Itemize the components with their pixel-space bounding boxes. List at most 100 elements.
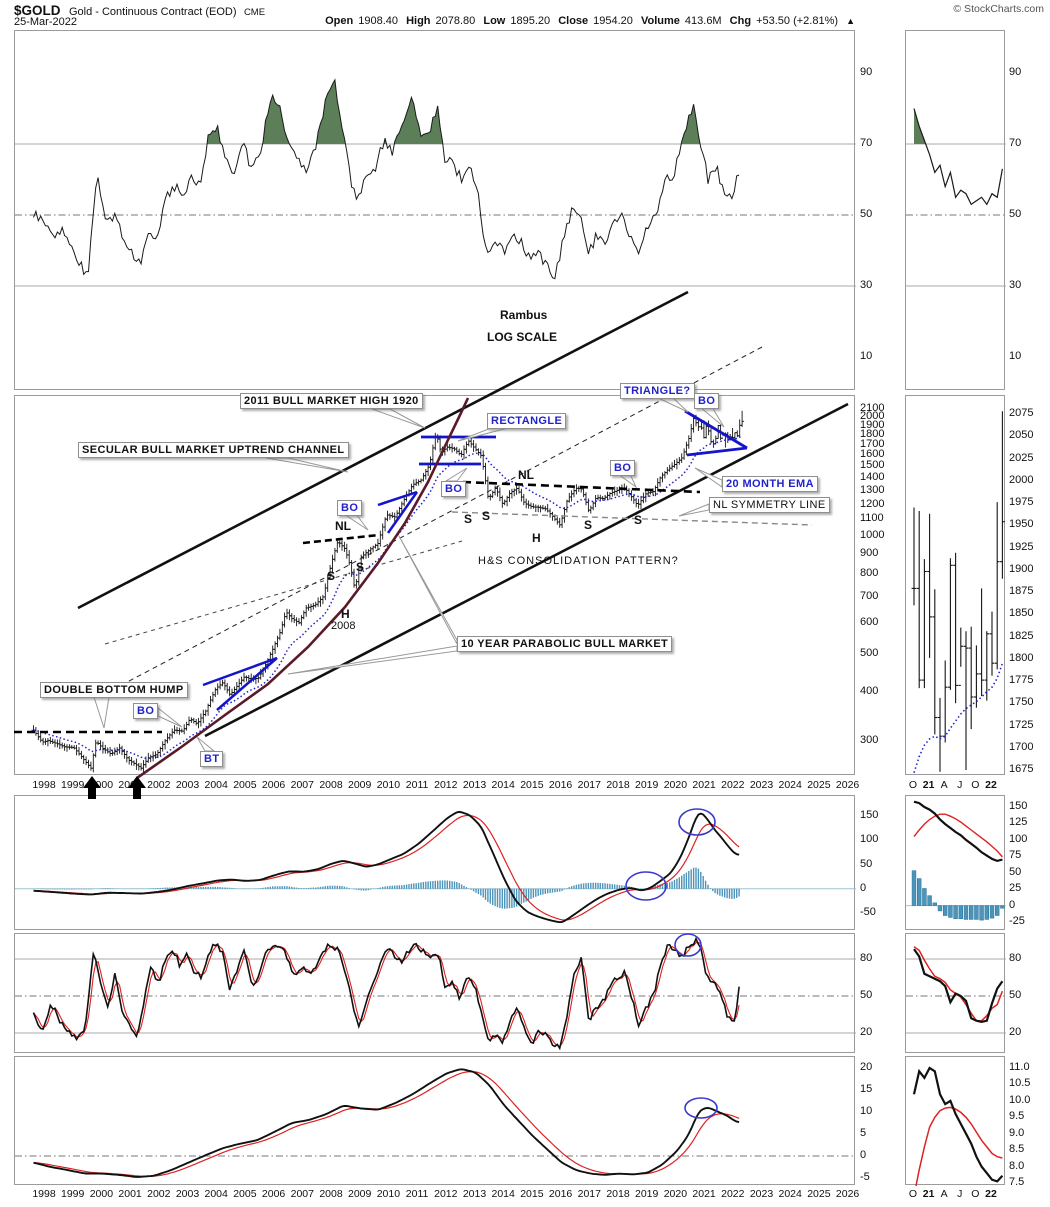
x-year-label: 2026 [835, 1188, 860, 1200]
callout-10-year-parabolic-bull-market: 10 YEAR PARABOLIC BULL MARKET [457, 636, 673, 652]
rsi-tick: 90 [860, 66, 873, 78]
price-mini-tick: 2025 [1009, 451, 1034, 464]
x-year-label: 1998 [32, 779, 56, 791]
sto-mini-tick: 20 [1009, 1025, 1022, 1038]
chart-text-s: S [356, 560, 365, 574]
x-year-label: 2012 [434, 1188, 458, 1200]
price-mini-tick: 1950 [1009, 518, 1034, 531]
exchange: CME [243, 7, 266, 18]
macd-mini-tick: 125 [1009, 816, 1028, 829]
sto-mini-tick: 80 [1009, 952, 1022, 964]
callout-double-bottom-hump: DOUBLE BOTTOM HUMP [40, 682, 188, 698]
callout-bo: BO [441, 481, 467, 497]
price-tick: 1200 [860, 497, 885, 510]
price-tick: 1100 [860, 512, 884, 525]
macd-mini-tick: 75 [1009, 849, 1022, 862]
close-label: Close [558, 15, 589, 27]
x-year-label: 2016 [548, 1188, 573, 1200]
close-value: 1954.20 [593, 15, 633, 27]
x-year-label: 2005 [233, 779, 257, 791]
rsi-mini-tick: 90 [1009, 66, 1022, 78]
callout-bo: BO [337, 500, 363, 516]
chg-value: +53.50 (+2.81%) [756, 15, 839, 27]
x-year-label: 1999 [61, 1188, 85, 1200]
pmo-tick: 15 [860, 1083, 873, 1095]
sto-mini-tick: 50 [1009, 988, 1022, 1001]
volume-label: Volume [640, 15, 680, 27]
price-tick: 900 [860, 546, 879, 559]
mini-x-label: O [971, 779, 980, 791]
rsi-mini-tick: 50 [1009, 208, 1022, 220]
pmo-main-panel-svg [15, 1068, 856, 1178]
x-year-label: 2015 [520, 1188, 544, 1200]
x-year-label: 2020 [663, 779, 688, 791]
chg-label: Chg [729, 15, 752, 27]
x-year-label: 1999 [61, 779, 85, 791]
sto-tick: 20 [860, 1025, 873, 1038]
x-year-label: 2018 [606, 1188, 630, 1200]
chart-title: Gold - Continuous Contract (EOD) [68, 6, 237, 18]
price-tick: 1300 [860, 483, 885, 496]
price-tick: 1800 [860, 428, 885, 441]
x-year-label: 2020 [663, 1188, 688, 1200]
x-year-label: 2006 [261, 1188, 286, 1200]
price-tick: 2100 [860, 402, 885, 414]
price-tick: 700 [860, 589, 879, 602]
x-year-label: 2019 [635, 1188, 659, 1200]
x-year-label: 2006 [261, 779, 286, 791]
chart-text-s: S [634, 513, 643, 527]
x-year-label: 2011 [405, 1188, 429, 1200]
pmo-mini-tick: 7.5 [1009, 1175, 1025, 1188]
x-year-label: 2004 [204, 779, 228, 791]
price-tick: 1700 [860, 438, 885, 451]
x-year-label: 2025 [807, 779, 831, 791]
price-mini-tick: 1725 [1009, 718, 1034, 731]
macd-tick: 50 [860, 857, 873, 870]
x-year-label: 2007 [290, 779, 314, 791]
callout-bt: BT [200, 751, 224, 767]
chart-text-nl: NL [518, 468, 534, 482]
chart-text-s: S [464, 512, 473, 526]
high-label: High [406, 15, 431, 27]
pmo-mini-tick: 8.0 [1009, 1159, 1025, 1172]
symbol: $GOLD [14, 3, 61, 18]
macd-mini-tick: 100 [1009, 832, 1028, 845]
macd-mini-panel-svg [906, 800, 1006, 921]
open-label: Open [325, 15, 354, 27]
price-tick: 1000 [860, 528, 885, 541]
macd-main-panel-svg [15, 810, 856, 924]
price-mini-tick: 1700 [1009, 740, 1034, 753]
macd-tick: -50 [860, 906, 876, 918]
x-year-label: 2008 [319, 779, 343, 791]
mini-x-label: O [971, 1188, 980, 1200]
pmo-tick: 0 [860, 1149, 867, 1161]
x-year-label: 2024 [778, 779, 802, 791]
price-tick: 1600 [860, 448, 885, 461]
x-year-label: 2023 [749, 1188, 774, 1200]
mini-x-label: J [957, 1188, 963, 1200]
price-mini-tick: 1750 [1009, 696, 1034, 709]
rsi-tick: 10 [860, 350, 873, 362]
price-tick: 500 [860, 646, 879, 659]
price-tick: 600 [860, 615, 879, 628]
callout-secular-bull-market-uptrend-channel: SECULAR BULL MARKET UPTREND CHANNEL [78, 442, 349, 458]
pmo-tick: 5 [860, 1127, 867, 1139]
chart-text-s: S [327, 569, 336, 583]
callout-2011-bull-market-high-1920: 2011 BULL MARKET HIGH 1920 [240, 393, 423, 409]
x-year-label: 2021 [692, 779, 716, 791]
price-tick: 1500 [860, 459, 885, 472]
mini-x-label: A [940, 1188, 948, 1200]
price-tick: 800 [860, 566, 879, 579]
x-year-label: 2010 [376, 1188, 401, 1200]
chart-text-s: S [584, 518, 593, 532]
price-tick: 2000 [860, 410, 885, 423]
x-year-label: 2018 [606, 779, 630, 791]
price-mini-tick: 1775 [1009, 674, 1034, 686]
x-year-label: 2021 [692, 1188, 716, 1200]
rsi-tick: 70 [860, 137, 873, 149]
x-year-label: 2009 [348, 779, 372, 791]
rsi-main-panel [14, 30, 856, 390]
x-year-label: 2005 [233, 1188, 257, 1200]
price-mini-tick: 1975 [1009, 496, 1034, 508]
price-tick: 300 [860, 734, 879, 747]
